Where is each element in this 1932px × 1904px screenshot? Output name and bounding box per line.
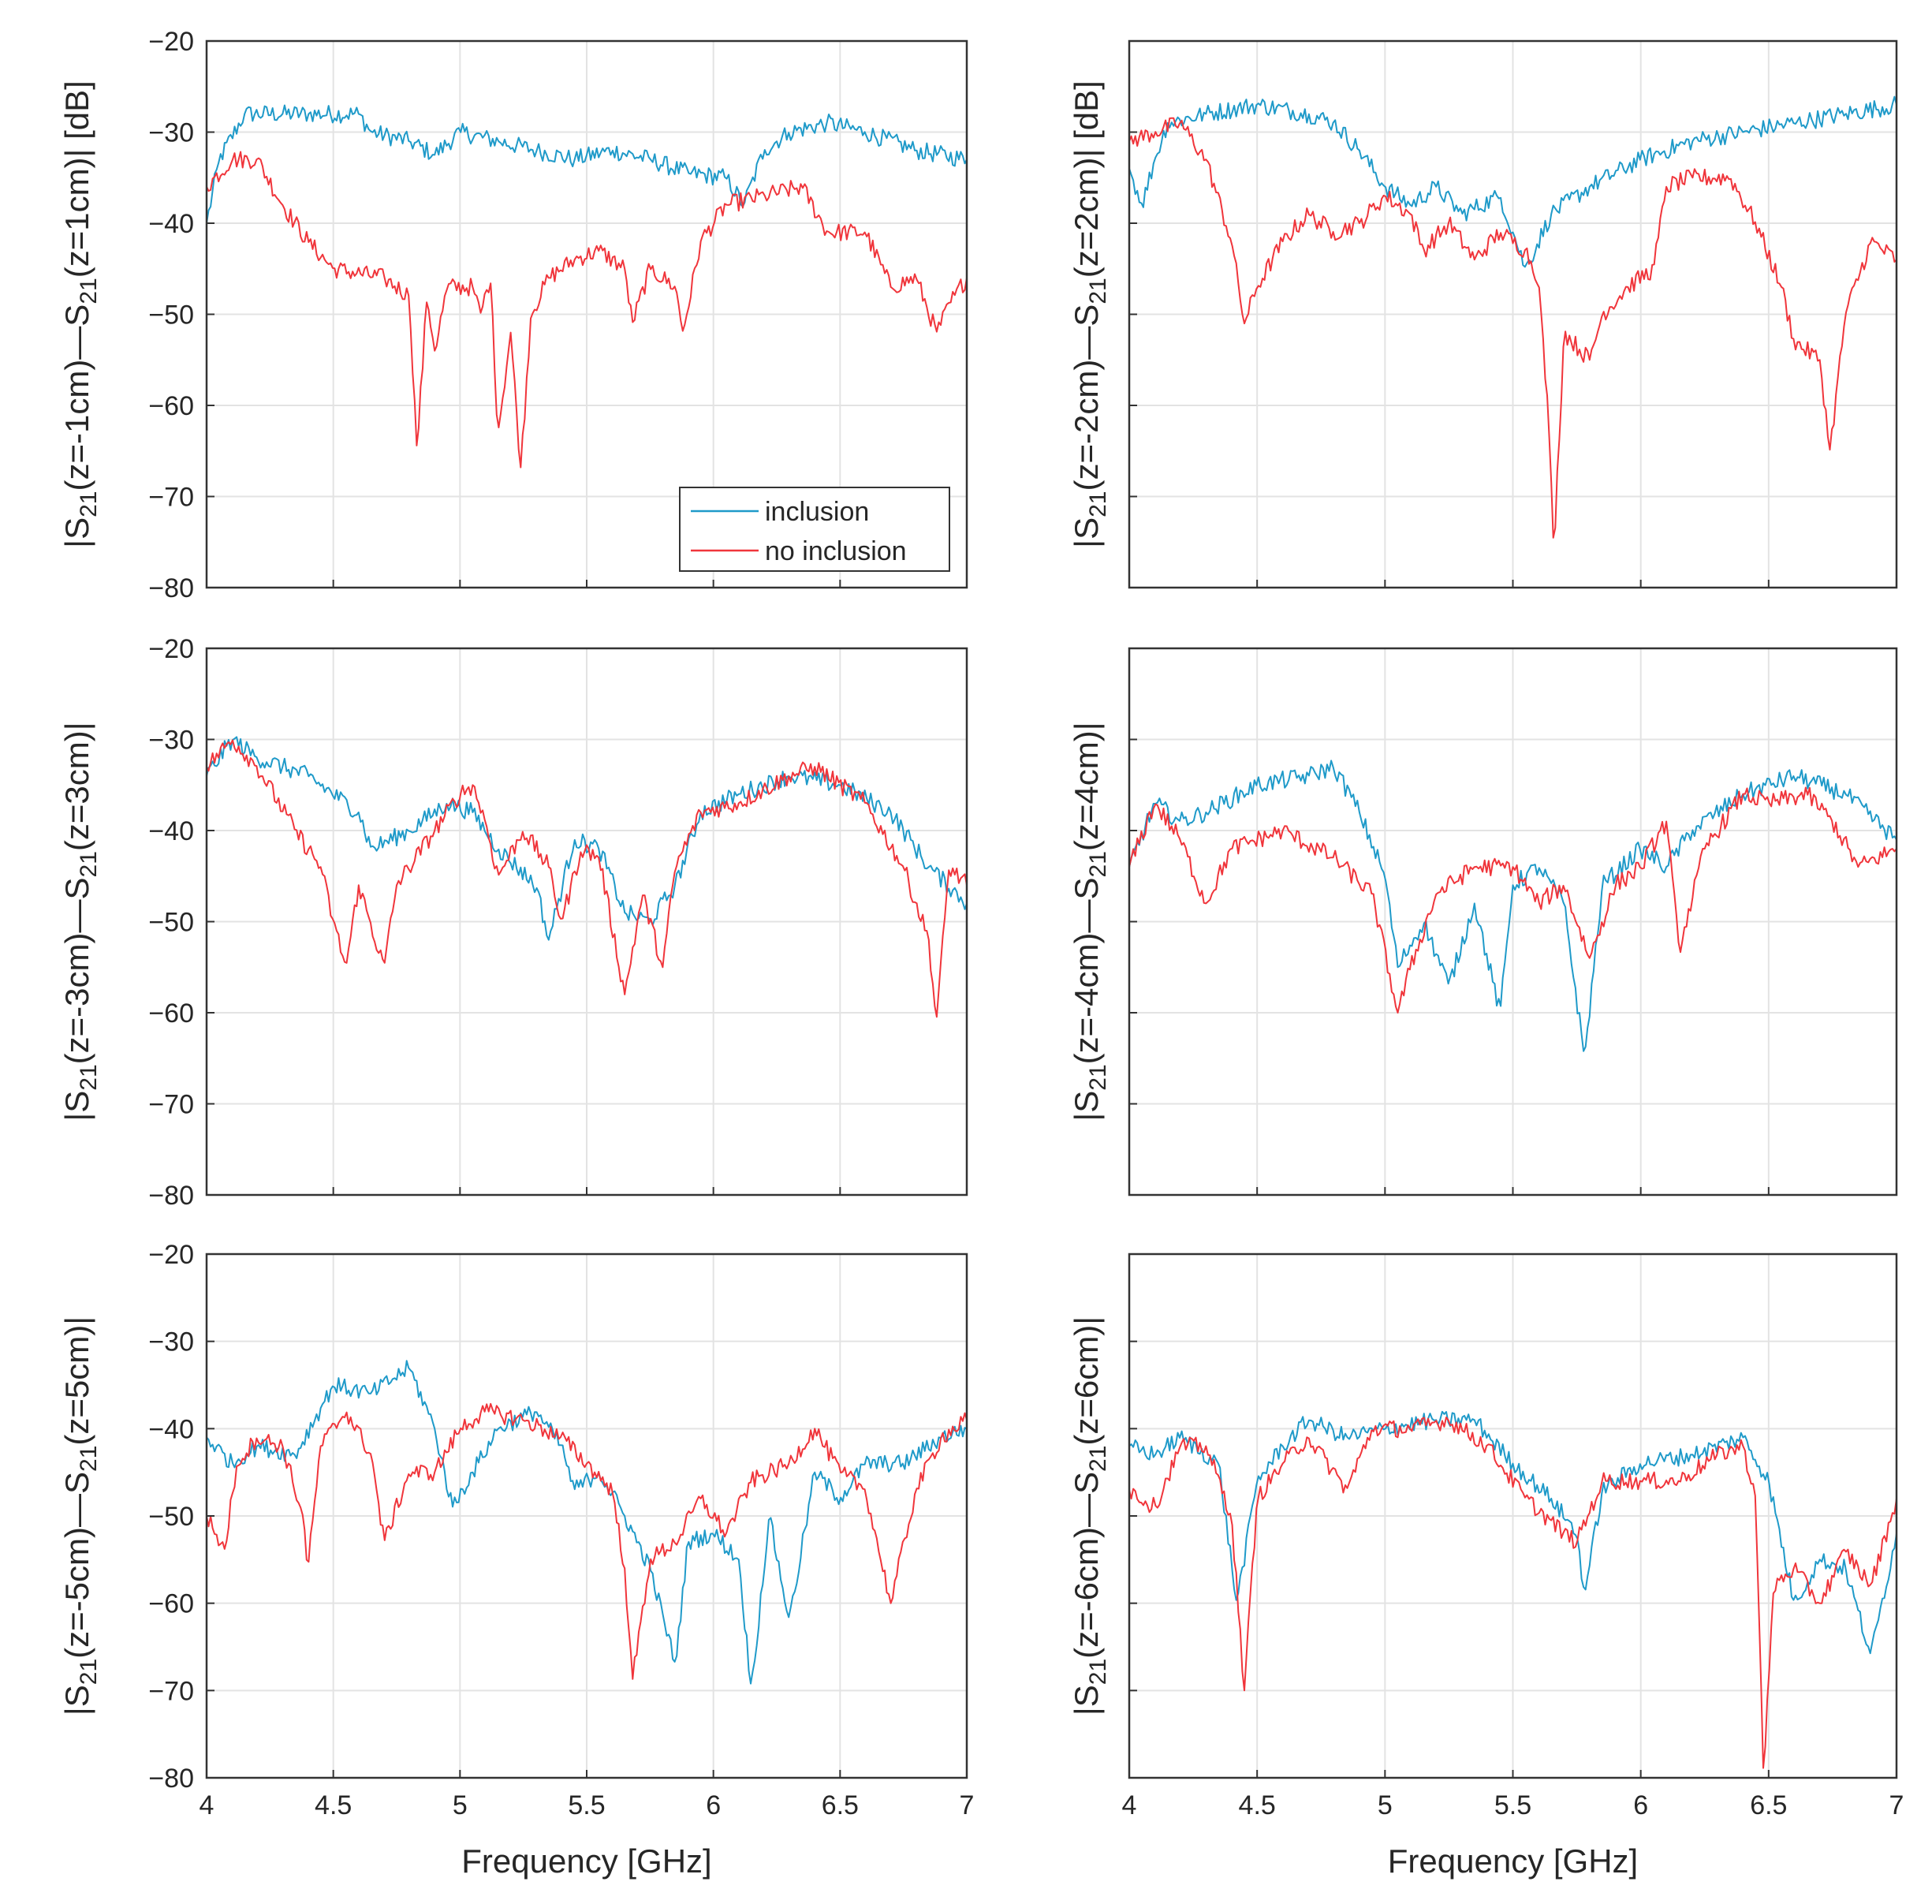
- y-tick-label: −50: [148, 1502, 194, 1532]
- x-tick-label: 4.5: [315, 1790, 352, 1820]
- y-tick-label: −70: [148, 483, 194, 513]
- panel-top-right: |S21(z=-2cm)—S21(z=2cm)| [dB]: [1068, 39, 1898, 589]
- x-tick-label: 4: [1122, 1790, 1137, 1820]
- x-tick-label: 4.5: [1239, 1790, 1276, 1820]
- panel-bottom-left: −20 −30 −40 −50 −60 −70 −804 4.5 5 5.5 6 6.5 7 Freque…: [58, 1240, 974, 1880]
- series-line-no-inclusion: [207, 739, 967, 1018]
- x-tick-label: 7: [960, 1790, 975, 1820]
- y-tick-label: −40: [148, 209, 194, 239]
- x-tick-label: 7: [1889, 1790, 1904, 1820]
- y-tick-label: −60: [148, 391, 194, 421]
- y-tick-label: −30: [148, 1327, 194, 1357]
- y-tick-label: −70: [148, 1090, 194, 1120]
- y-tick-label: −30: [148, 118, 194, 148]
- x-axis-label: Frequency [GHz]: [1388, 1842, 1638, 1880]
- y-axis-label: |S21(z=-1cm)—S21(z=1cm)| [dB]: [58, 80, 102, 548]
- y-tick-label: −40: [148, 816, 194, 846]
- x-tick-label: 5.5: [568, 1790, 605, 1820]
- panel-top-left: −20 −30 −40 −50 −60 −70 −80 |S21(z=-1cm)—S21(z=…: [58, 27, 968, 603]
- x-tick-label: 5: [1378, 1790, 1393, 1820]
- panel-bottom-right: 4 4.5 5 5.5 6 6.5 7 Frequency [GHz] |S21(z=-6cm)…: [1068, 1253, 1904, 1880]
- legend-box: [679, 487, 950, 572]
- x-tick-label: 5: [453, 1790, 468, 1820]
- series-line-inclusion: [1129, 760, 1897, 1052]
- y-tick-label: −80: [148, 573, 194, 603]
- legend: inclusion no inclusion: [679, 487, 950, 572]
- y-tick-label: −80: [148, 1764, 194, 1794]
- x-axis-label: Frequency [GHz]: [461, 1842, 711, 1880]
- y-axis-label: |S21(z=-4cm)—S21(z=4cm)|: [1068, 722, 1111, 1121]
- y-tick-label: −80: [148, 1181, 194, 1211]
- x-tick-label: 5.5: [1494, 1790, 1531, 1820]
- y-tick-label: −50: [148, 301, 194, 330]
- x-tick-label: 6.5: [822, 1790, 859, 1820]
- y-tick-label: −40: [148, 1414, 194, 1444]
- y-tick-label: −60: [148, 1589, 194, 1619]
- series-line-inclusion: [1129, 1410, 1897, 1655]
- series-line-no-inclusion: [207, 151, 967, 469]
- series-line-no-inclusion: [1129, 786, 1897, 1014]
- panel-middle-left: −20 −30 −40 −50 −60 −70 −80 |S21(z=-3cm)—S21(z=…: [58, 634, 968, 1211]
- series-line-inclusion: [1129, 95, 1897, 268]
- legend-label-no-inclusion: no inclusion: [765, 536, 907, 566]
- series-line-no-inclusion: [1129, 1417, 1897, 1769]
- y-tick-label: −20: [148, 634, 194, 664]
- y-axis-label: |S21(z=-3cm)—S21(z=3cm)|: [58, 722, 102, 1121]
- y-tick-label: −50: [148, 908, 194, 938]
- y-tick-label: −20: [148, 1240, 194, 1270]
- series-line-no-inclusion: [1129, 117, 1897, 539]
- x-tick-label: 6.5: [1750, 1790, 1787, 1820]
- series-line-no-inclusion: [207, 1402, 967, 1680]
- legend-label-inclusion: inclusion: [765, 497, 869, 527]
- y-tick-label: −30: [148, 726, 194, 756]
- y-tick-label: −70: [148, 1676, 194, 1706]
- y-tick-label: −20: [148, 27, 194, 57]
- series-line-inclusion: [207, 736, 967, 941]
- y-tick-label: −60: [148, 999, 194, 1029]
- y-axis-label: |S21(z=-5cm)—S21(z=5cm)|: [58, 1316, 102, 1715]
- y-axis-label: |S21(z=-6cm)—S21(z=6cm)|: [1068, 1316, 1111, 1715]
- x-tick-label: 6: [1633, 1790, 1648, 1820]
- series-line-inclusion: [207, 104, 967, 224]
- x-tick-label: 4: [200, 1790, 214, 1820]
- series-line-inclusion: [207, 1360, 967, 1685]
- y-axis-label: |S21(z=-2cm)—S21(z=2cm)| [dB]: [1068, 80, 1111, 548]
- panel-middle-right: |S21(z=-4cm)—S21(z=4cm)|: [1068, 647, 1898, 1197]
- x-tick-label: 6: [706, 1790, 721, 1820]
